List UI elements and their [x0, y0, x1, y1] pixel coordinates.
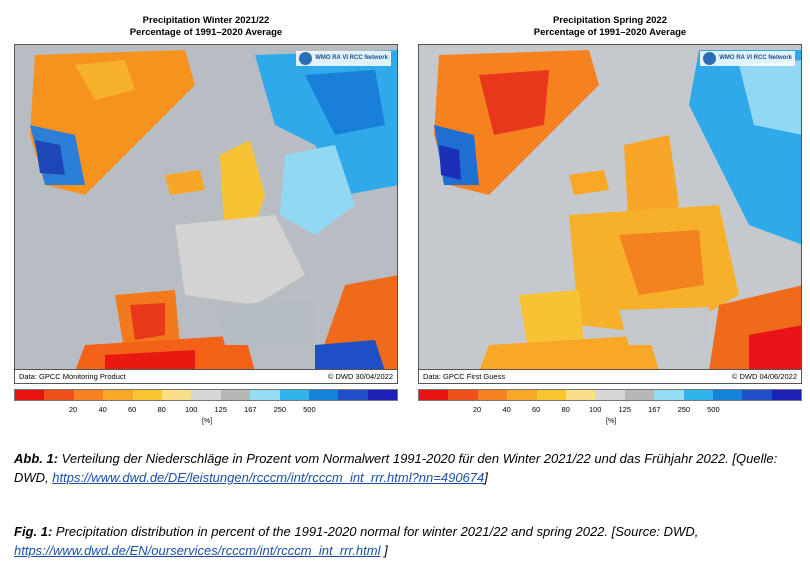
caption-end: ] — [484, 470, 488, 485]
wmo-emblem-icon — [299, 52, 313, 65]
caption-german: Abb. 1: Verteilung der Niederschläge in … — [14, 449, 804, 487]
map-footer: Data: GPCC Monitoring Product © DWD 30/0… — [14, 370, 398, 384]
legend-tick-label: 500 — [707, 405, 720, 414]
legend-tick-label: 100 — [588, 405, 602, 414]
map-title: Precipitation Spring 2022 Percentage of … — [418, 15, 802, 39]
spring-precipitation-map: WMO RA VI RCC Network — [418, 44, 802, 370]
source-link[interactable]: https://www.dwd.de/EN/ourservices/rcccm/… — [14, 543, 381, 558]
legend-tick-label: 20 — [68, 405, 78, 414]
legend-tick-label: 60 — [127, 405, 137, 414]
color-legend — [14, 389, 398, 401]
caption-text: Precipitation distribution in percent of… — [52, 524, 699, 539]
legend-swatch — [367, 390, 398, 400]
legend-tick-label: 500 — [303, 405, 316, 414]
wmo-emblem-icon — [703, 52, 717, 65]
map-graphic — [15, 45, 397, 369]
legend-tick-label: 40 — [502, 405, 511, 414]
legend-tick-label: 125 — [214, 405, 228, 414]
legend-swatch — [565, 390, 596, 400]
caption-label: Fig. 1: — [14, 524, 53, 539]
credit: © DWD 30/04/2022 — [327, 372, 393, 381]
legend-ticks: 20 40 60 80 100 125 167 250 500 — [14, 405, 398, 415]
legend-tick-label: 100 — [184, 405, 198, 414]
wmo-logo-text: WMO RA VI RCC Network — [719, 55, 792, 61]
caption-end: ] — [380, 543, 388, 558]
caption-text: Verteilung der Niederschläge in Prozent … — [14, 451, 778, 485]
legend-swatch — [191, 390, 221, 400]
legend-swatch — [308, 390, 339, 400]
spring-map-panel: Precipitation Spring 2022 Percentage of … — [418, 0, 802, 440]
map-title-line1: Precipitation Winter 2021/22 — [142, 15, 270, 26]
map-graphic — [419, 45, 801, 369]
legend-swatch — [742, 390, 772, 400]
legend-swatch — [15, 390, 45, 400]
legend-tick-label: 250 — [677, 405, 691, 414]
legend-swatch — [712, 390, 743, 400]
legend-swatch — [507, 390, 537, 400]
legend-swatch — [73, 390, 104, 400]
wmo-logo-text: WMO RA VI RCC Network — [315, 55, 388, 61]
data-source: Data: GPCC First Guess — [423, 372, 506, 381]
map-title-line2: Percentage of 1991–2020 Average — [129, 27, 283, 38]
legend-swatch — [132, 390, 162, 400]
credit: © DWD 04/06/2022 — [731, 372, 797, 381]
legend-tick-label: 167 — [648, 405, 661, 414]
caption-label: Abb. 1: — [14, 451, 59, 466]
map-footer: Data: GPCC First Guess © DWD 04/06/2022 — [418, 370, 802, 384]
wmo-logo: WMO RA VI RCC Network — [700, 51, 795, 66]
legend-tick-label: 40 — [98, 405, 107, 414]
map-title: Precipitation Winter 2021/22 Percentage … — [14, 15, 398, 39]
legend-swatch — [279, 390, 309, 400]
legend-swatch — [161, 390, 192, 400]
winter-map-panel: Precipitation Winter 2021/22 Percentage … — [14, 0, 398, 440]
legend-swatch — [220, 390, 251, 400]
legend-tick-label: 80 — [561, 405, 570, 414]
map-title-line1: Precipitation Spring 2022 — [552, 15, 668, 26]
legend-swatch — [419, 390, 449, 400]
color-legend — [418, 389, 802, 401]
map-title-line2: Percentage of 1991–2020 Average — [533, 27, 687, 38]
legend-tick-label: 80 — [157, 405, 166, 414]
legend-swatch — [654, 390, 684, 400]
legend-tick-label: 125 — [618, 405, 632, 414]
legend-swatch — [595, 390, 625, 400]
data-source: Data: GPCC Monitoring Product — [19, 372, 126, 381]
legend-swatch — [683, 390, 713, 400]
legend-swatch — [44, 390, 74, 400]
legend-unit: [%] — [606, 418, 617, 425]
legend-swatch — [477, 390, 508, 400]
source-link[interactable]: https://www.dwd.de/DE/leistungen/rcccm/i… — [52, 470, 485, 485]
legend-swatch — [250, 390, 280, 400]
legend-swatch — [536, 390, 566, 400]
legend-tick-label: 250 — [273, 405, 287, 414]
legend-swatch — [338, 390, 368, 400]
caption-english: Fig. 1: Precipitation distribution in pe… — [14, 522, 804, 560]
wmo-logo: WMO RA VI RCC Network — [296, 51, 391, 66]
legend-swatch — [624, 390, 655, 400]
legend-unit: [%] — [202, 418, 213, 425]
winter-precipitation-map: WMO RA VI RCC Network — [14, 44, 398, 370]
legend-tick-label: 60 — [531, 405, 541, 414]
legend-swatch — [771, 390, 802, 400]
legend-tick-label: 20 — [472, 405, 482, 414]
legend-tick-label: 167 — [244, 405, 257, 414]
legend-swatch — [448, 390, 478, 400]
legend-ticks: 20 40 60 80 100 125 167 250 500 — [418, 405, 802, 415]
legend-swatch — [103, 390, 133, 400]
